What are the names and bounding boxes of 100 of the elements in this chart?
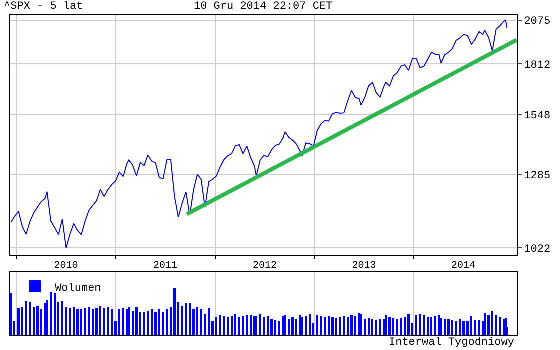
bar <box>118 309 120 335</box>
text: Interwal Tygodniowy <box>389 337 515 349</box>
bar <box>246 315 248 335</box>
bar <box>455 321 457 335</box>
bar <box>128 307 130 335</box>
bar <box>185 303 187 335</box>
y-tick-label: 1812 <box>524 60 551 72</box>
bar <box>234 314 236 335</box>
bar <box>111 309 113 335</box>
bar <box>368 318 370 335</box>
bar <box>92 309 94 335</box>
bar <box>358 313 360 335</box>
x-tick-label: 2014 <box>451 261 476 272</box>
bar <box>166 309 168 335</box>
bar <box>65 307 67 335</box>
bar <box>227 317 229 335</box>
bar <box>404 317 406 335</box>
bar <box>126 309 128 335</box>
bar <box>46 300 48 335</box>
bar <box>291 317 294 335</box>
bar <box>407 314 410 335</box>
chart-subtitle: 10 Gru 2014 22:07 CET <box>194 1 334 13</box>
x-tick-label: 2011 <box>153 261 178 272</box>
bar <box>263 317 265 335</box>
bar <box>50 292 52 335</box>
bar <box>99 306 101 335</box>
x-tick-label: 2010 <box>54 261 78 272</box>
bar <box>324 317 326 335</box>
bar <box>474 320 476 335</box>
bar <box>88 307 90 335</box>
bar <box>36 306 39 335</box>
bar <box>25 301 27 335</box>
bar <box>295 319 297 335</box>
bar <box>383 319 385 335</box>
bar <box>371 319 373 335</box>
bar <box>360 314 362 335</box>
bar <box>438 315 440 335</box>
bar <box>427 317 429 335</box>
bar <box>331 317 334 335</box>
bar <box>301 317 303 335</box>
line-series <box>10 20 508 249</box>
bar <box>335 318 337 335</box>
bar <box>33 307 35 335</box>
bar <box>107 307 109 335</box>
bar <box>132 311 134 335</box>
bar <box>259 314 261 335</box>
chart-title: ^SPX - 5 lat <box>4 1 84 13</box>
bar <box>267 316 269 335</box>
bar <box>61 301 63 335</box>
bar <box>419 314 421 335</box>
bar <box>162 312 164 335</box>
bar <box>444 319 446 335</box>
bar <box>484 313 486 335</box>
bar <box>158 309 160 335</box>
bar <box>491 311 493 335</box>
bar <box>242 316 244 335</box>
bar <box>173 288 176 335</box>
bar <box>200 309 202 335</box>
bar <box>415 315 417 335</box>
bar <box>288 319 290 335</box>
bar <box>400 318 402 335</box>
bar <box>270 319 273 335</box>
bar <box>80 309 82 335</box>
bar <box>208 308 210 335</box>
bar <box>320 316 322 335</box>
bar <box>495 315 497 335</box>
bar <box>299 315 301 335</box>
bar <box>396 319 398 335</box>
bar <box>328 316 330 335</box>
bar <box>347 317 349 335</box>
bar <box>181 306 183 335</box>
bar <box>253 316 255 335</box>
bar <box>154 312 157 335</box>
bar <box>434 316 436 335</box>
bar <box>122 308 124 335</box>
bar <box>447 319 450 335</box>
bar <box>54 293 56 335</box>
bar <box>250 315 252 335</box>
bar <box>103 308 105 335</box>
x-tick-label: 2013 <box>352 261 376 272</box>
bar <box>238 317 240 335</box>
bar <box>392 318 394 335</box>
bar <box>385 315 387 335</box>
bar <box>284 315 286 335</box>
bar <box>84 308 86 335</box>
bar <box>255 316 257 335</box>
bar <box>423 315 425 335</box>
x-tick-label: 2012 <box>252 261 278 272</box>
bar <box>462 321 465 335</box>
bar <box>223 316 225 335</box>
bar <box>316 315 318 335</box>
y-tick-label: 1548 <box>524 110 551 122</box>
bar <box>135 307 138 335</box>
bar <box>309 314 311 335</box>
bar <box>478 320 480 335</box>
y-tick-label: 1022 <box>524 244 551 256</box>
bar <box>147 311 149 335</box>
bar <box>219 315 221 335</box>
bar <box>95 308 98 335</box>
bar <box>17 308 20 335</box>
